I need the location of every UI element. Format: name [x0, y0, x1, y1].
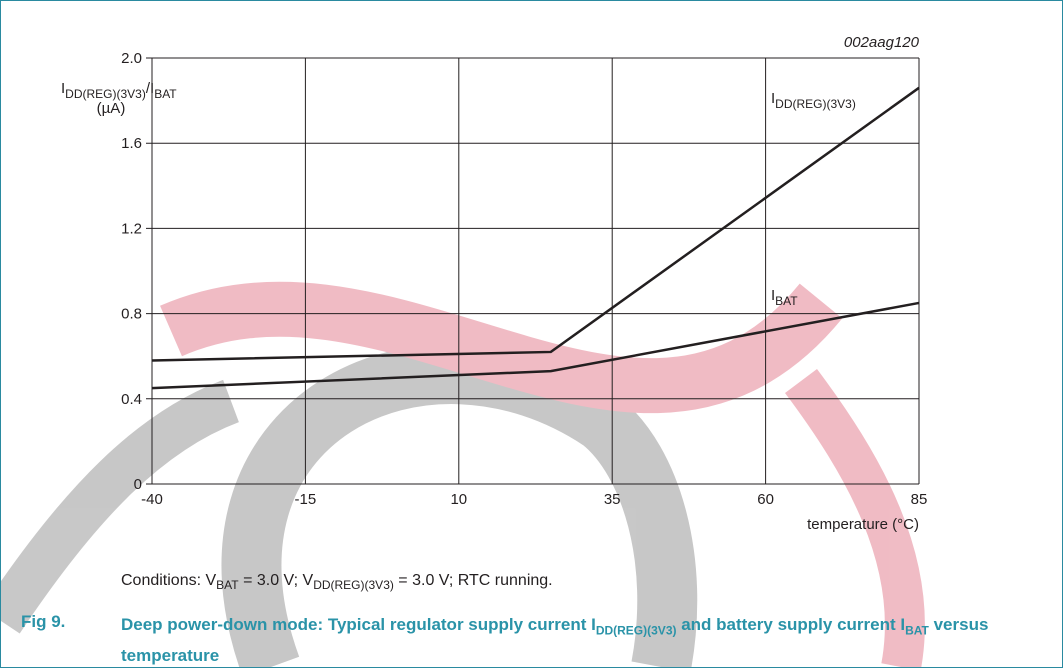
subscript: DD(REG)(3V3) — [595, 623, 677, 638]
text-run: Conditions: V — [121, 572, 217, 589]
subscript: BAT — [905, 623, 929, 638]
text-run: = 3.0 V; RTC running. — [393, 572, 553, 589]
x-tick-label: 60 — [757, 491, 774, 508]
y-axis-label: IDD(REG)(3V3)/IBAT — [61, 80, 177, 101]
caption: Deep power-down mode: Typical regulator … — [121, 612, 1041, 667]
x-tick-label: -15 — [295, 491, 317, 508]
series-label: IBAT — [771, 287, 798, 308]
text-run: I — [771, 287, 775, 304]
x-tick-label: 10 — [450, 491, 467, 508]
y-tick-label: 1.6 — [121, 135, 142, 152]
figure-code: 002aag120 — [844, 34, 920, 51]
text-run: and battery supply current I — [676, 615, 906, 634]
text-run: I — [771, 90, 775, 107]
watermark — [1, 281, 925, 667]
y-tick-label: 0.8 — [121, 306, 142, 323]
subscript: BAT — [216, 578, 239, 593]
y-axis-unit: (µA) — [97, 100, 126, 117]
text-run: Deep power-down mode: Typical regulator … — [121, 615, 596, 634]
subscript: BAT — [775, 294, 798, 308]
subscript: DD(REG)(3V3) — [65, 87, 146, 101]
y-tick-label: 0 — [134, 476, 142, 493]
text-run: = 3.0 V; V — [238, 572, 314, 589]
series-label: IDD(REG)(3V3) — [771, 90, 856, 111]
text-run: versus temperature — [121, 615, 989, 666]
subscript: DD(REG)(3V3) — [775, 97, 856, 111]
subscript: BAT — [154, 87, 177, 101]
text-run: I — [61, 80, 65, 97]
y-tick-label: 0.4 — [121, 391, 142, 408]
text-run: /I — [146, 80, 154, 97]
figure-number: Fig 9. — [21, 612, 66, 631]
x-tick-label: 35 — [604, 491, 621, 508]
subscript: DD(REG)(3V3) — [313, 578, 394, 593]
x-axis-label: temperature (°C) — [807, 516, 919, 533]
series-line — [151, 86, 920, 362]
conditions: Conditions: VBAT = 3.0 V; VDD(REG)(3V3) … — [121, 572, 553, 592]
x-tick-label: 85 — [911, 491, 928, 508]
x-tick-label: -40 — [141, 491, 163, 508]
y-tick-label: 1.2 — [121, 220, 142, 237]
series-line — [151, 301, 920, 390]
y-tick-label: 2.0 — [121, 50, 142, 67]
